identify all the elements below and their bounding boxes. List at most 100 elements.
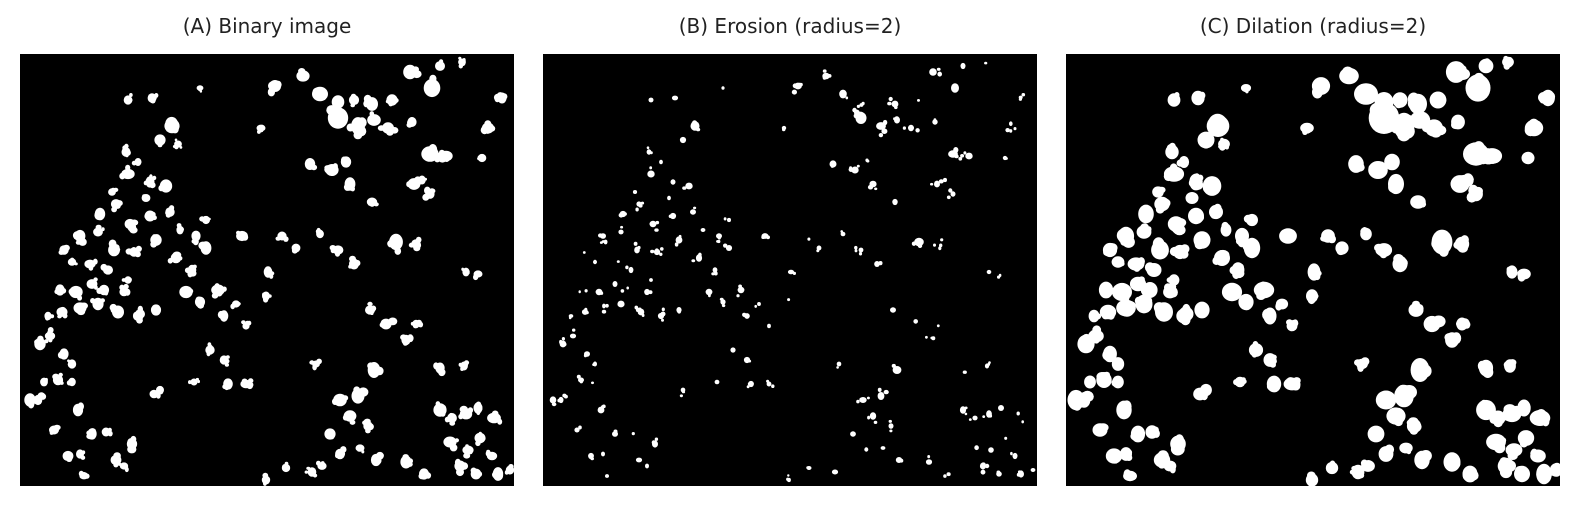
blob xyxy=(963,151,967,155)
blob xyxy=(370,311,374,316)
blob xyxy=(169,205,175,211)
blob xyxy=(856,399,860,404)
blob xyxy=(936,67,941,71)
blob xyxy=(894,105,898,110)
blob xyxy=(144,213,150,219)
blob xyxy=(167,258,173,264)
blob xyxy=(370,306,376,312)
blob xyxy=(856,164,860,168)
blob xyxy=(1208,113,1227,133)
blob xyxy=(1515,466,1525,475)
blob xyxy=(248,378,254,384)
blob xyxy=(888,419,892,423)
blob xyxy=(439,59,444,64)
blob xyxy=(363,99,370,108)
blob xyxy=(241,320,246,325)
blob xyxy=(80,302,88,310)
blob xyxy=(1140,223,1149,231)
blob xyxy=(754,304,757,308)
blob xyxy=(316,358,322,365)
blob xyxy=(1512,448,1520,456)
blob xyxy=(1291,381,1301,391)
blob xyxy=(561,337,565,341)
blob xyxy=(913,319,918,324)
blob xyxy=(400,334,407,341)
blob xyxy=(692,120,698,126)
blob xyxy=(1503,62,1511,70)
blob xyxy=(192,264,197,269)
blob xyxy=(1218,142,1226,151)
blob xyxy=(478,431,482,436)
blob xyxy=(124,288,131,296)
blob xyxy=(644,288,650,296)
blob xyxy=(1202,141,1210,149)
blob xyxy=(80,455,86,460)
blob xyxy=(215,289,223,297)
blob xyxy=(316,460,321,466)
blob xyxy=(1402,447,1407,453)
blob xyxy=(700,228,706,232)
blob xyxy=(1507,57,1513,64)
blob xyxy=(127,445,137,454)
blob xyxy=(641,313,645,317)
blob xyxy=(353,386,361,394)
blob xyxy=(696,127,701,132)
blob xyxy=(1317,79,1329,91)
blob xyxy=(736,294,740,298)
blob xyxy=(115,247,121,252)
blob xyxy=(1146,264,1152,271)
blob xyxy=(654,228,659,232)
blob xyxy=(63,349,67,354)
blob xyxy=(1099,376,1109,387)
blob xyxy=(236,301,241,306)
blob xyxy=(1169,163,1178,173)
blob xyxy=(474,272,480,278)
blob xyxy=(1349,469,1355,475)
blob xyxy=(70,359,74,363)
blob xyxy=(1419,455,1430,467)
blob xyxy=(1112,286,1124,297)
blob xyxy=(117,462,122,466)
blob xyxy=(1013,127,1017,131)
blob xyxy=(49,430,54,435)
blob xyxy=(691,259,696,263)
blob xyxy=(854,249,858,253)
blob xyxy=(222,286,227,292)
blob xyxy=(237,234,244,241)
blob xyxy=(982,415,986,418)
blob xyxy=(584,307,588,312)
blob xyxy=(267,87,275,97)
blob xyxy=(358,387,369,397)
blob xyxy=(1102,349,1113,361)
blob xyxy=(101,227,105,232)
blob xyxy=(420,179,424,183)
blob xyxy=(1341,247,1346,252)
blob xyxy=(377,125,385,131)
blob xyxy=(329,171,335,176)
blob xyxy=(57,314,62,319)
blob xyxy=(435,401,441,407)
blob xyxy=(497,418,503,425)
blob xyxy=(1241,295,1251,306)
blob xyxy=(136,317,143,324)
blob xyxy=(1414,103,1424,112)
blob xyxy=(84,259,96,269)
blob xyxy=(87,280,93,286)
blob xyxy=(1432,122,1439,129)
blob xyxy=(348,264,353,269)
blob xyxy=(176,223,182,228)
blob xyxy=(340,446,347,453)
blob xyxy=(1379,394,1389,405)
blob xyxy=(1105,307,1115,318)
blob xyxy=(1267,285,1274,293)
blob xyxy=(1196,94,1205,102)
blob xyxy=(429,74,437,83)
blob xyxy=(1431,238,1443,250)
blob xyxy=(747,382,752,386)
blob xyxy=(635,207,639,212)
blob xyxy=(349,179,355,187)
blob xyxy=(335,101,342,109)
blob xyxy=(792,83,798,89)
blob xyxy=(199,216,206,222)
blob xyxy=(943,177,947,183)
